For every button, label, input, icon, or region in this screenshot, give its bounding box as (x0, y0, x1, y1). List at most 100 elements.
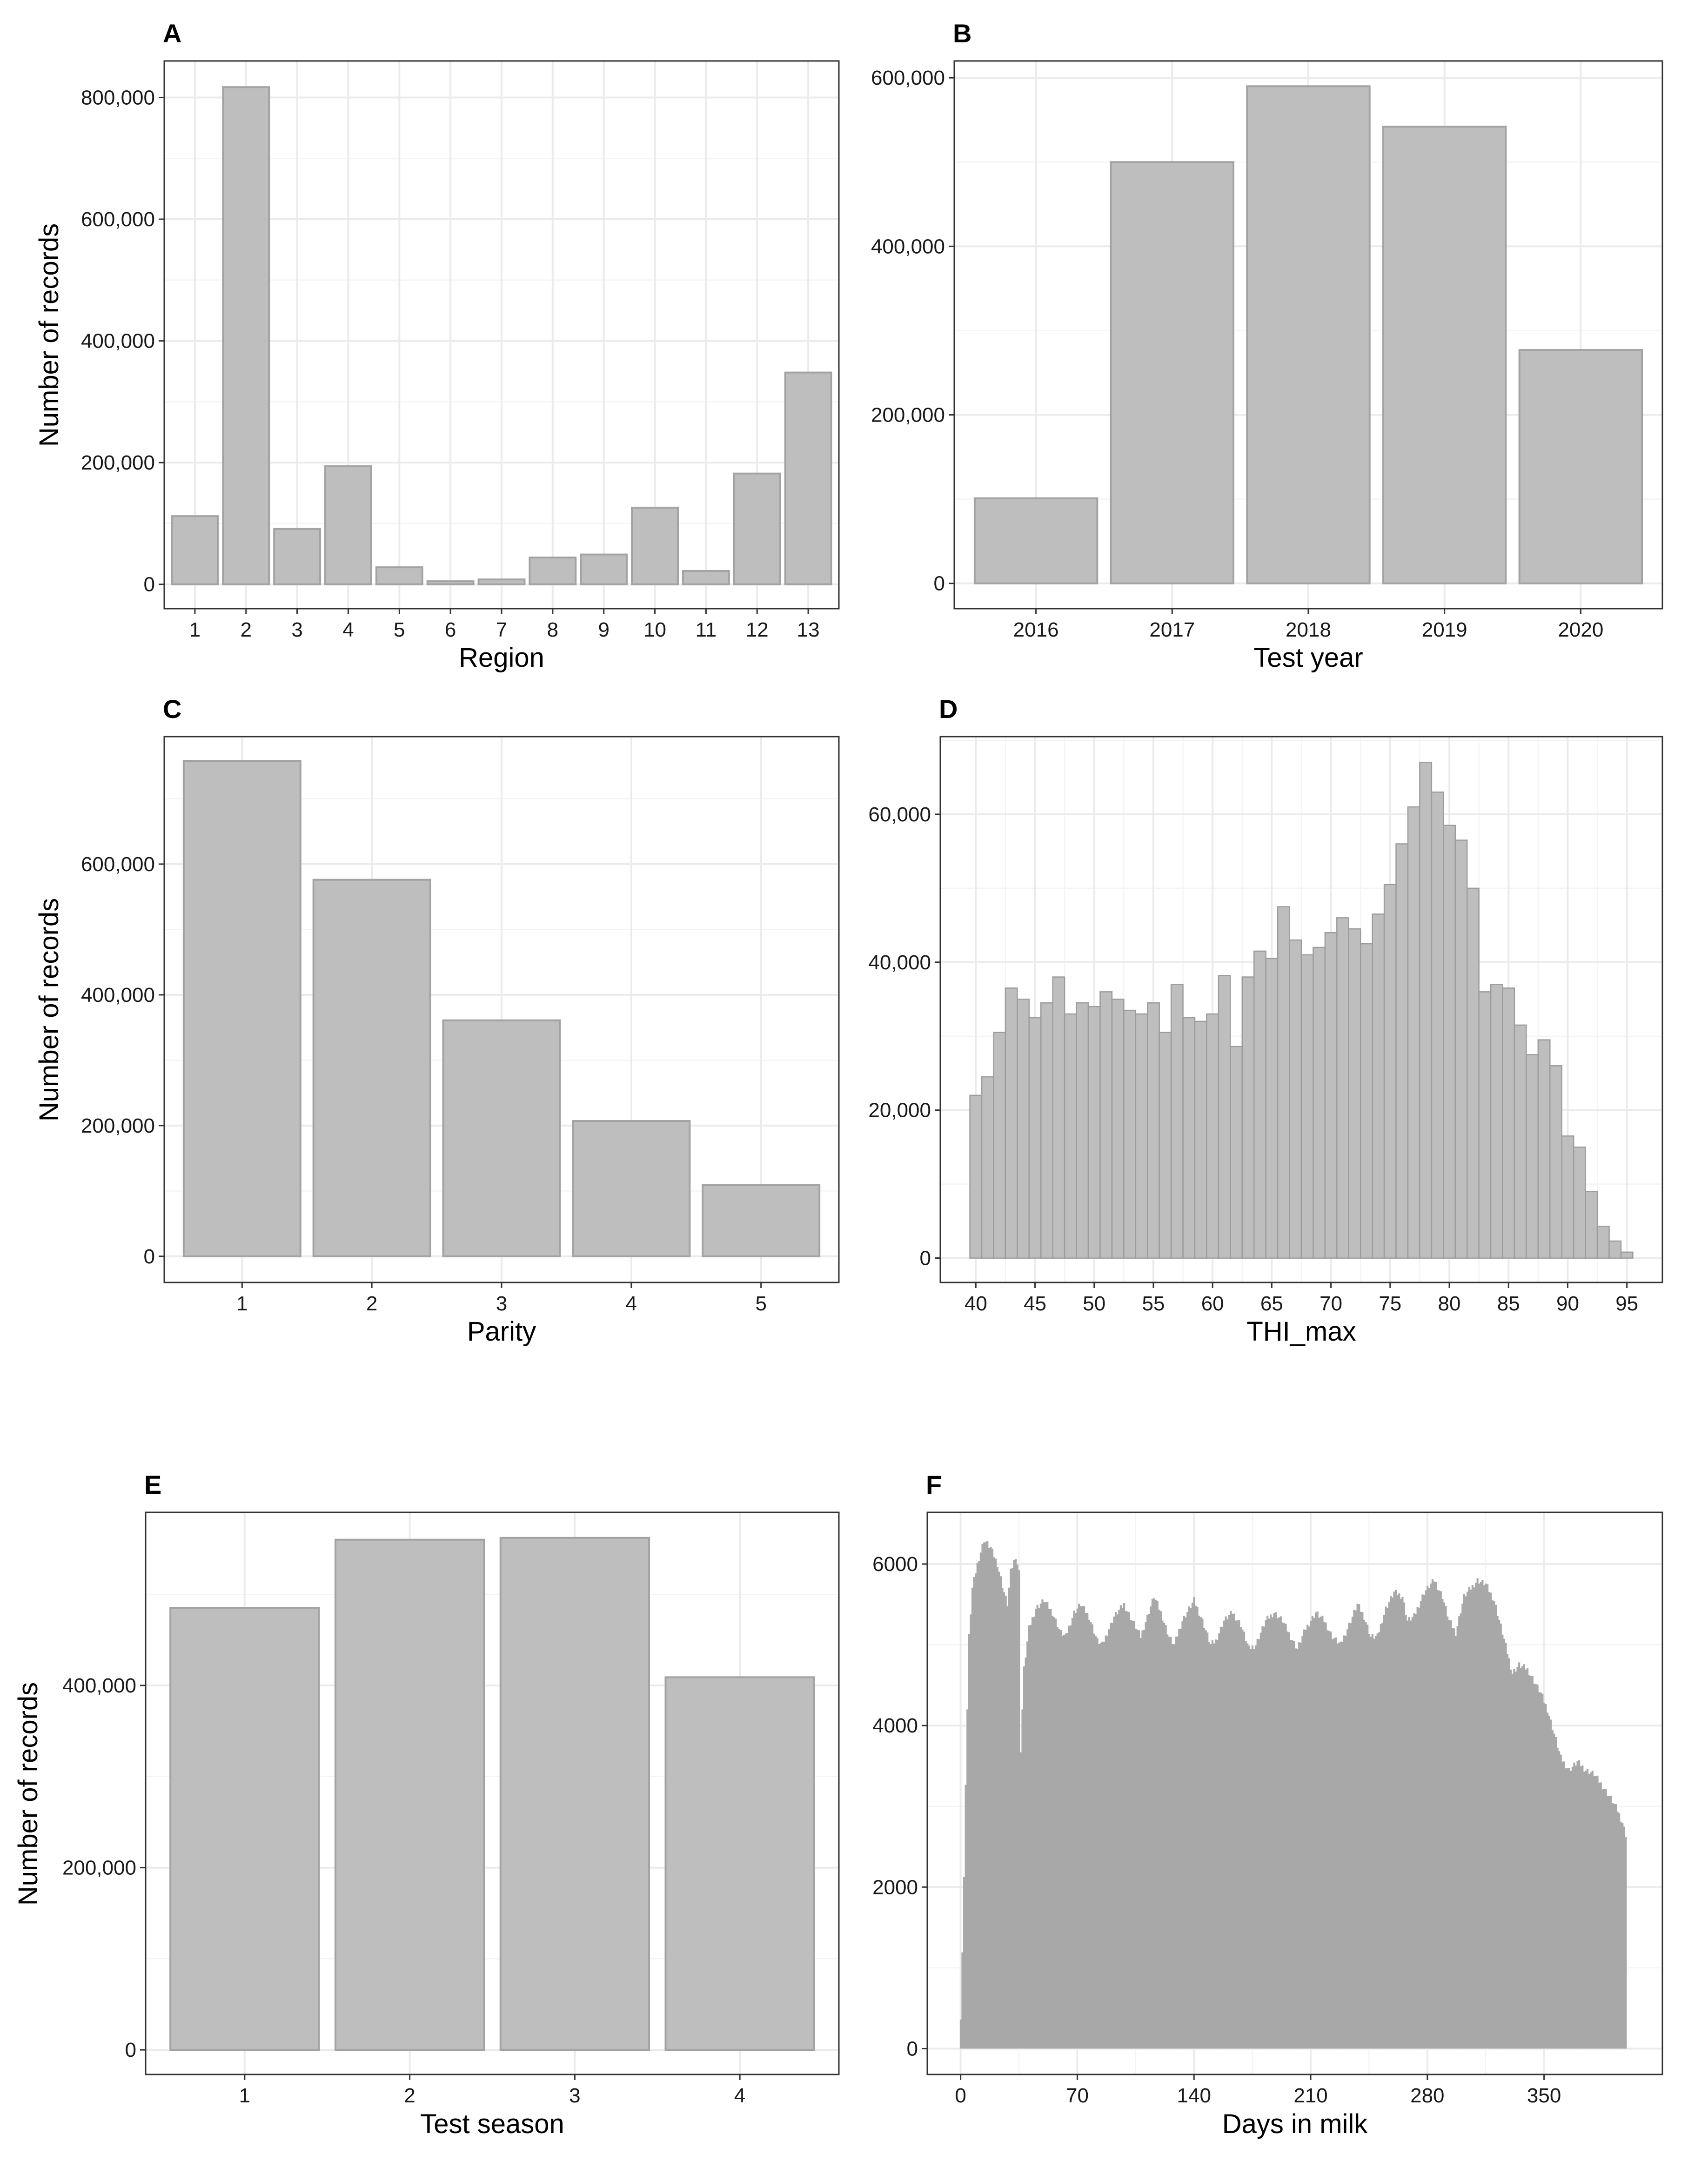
panel-d-hist-bin-64 (1253, 950, 1266, 1259)
panel-f-day-bar-78 (1090, 1622, 1092, 2049)
panel-f-day-bar-290 (1443, 1602, 1446, 2049)
panel-f-day-bar-235 (1351, 1616, 1353, 2049)
panel-f-day-bar-93 (1115, 1612, 1117, 2049)
panel-f-day-bar-104 (1133, 1621, 1135, 2049)
panel-f-day-bar-294 (1450, 1620, 1452, 2049)
panel-f-day-bar-328 (1507, 1654, 1509, 2049)
panel-d-hist-bin-90 (1561, 1135, 1574, 1259)
panel-f-day-bar-96 (1119, 1605, 1122, 2049)
panel-f-day-bar-346 (1536, 1685, 1539, 2049)
panel-f-day-bar-278 (1423, 1595, 1426, 2049)
panel-f-day-bar-343 (1531, 1676, 1534, 2049)
panel-f-day-bar-326 (1503, 1638, 1506, 2049)
panel-f-day-bar-191 (1278, 1617, 1280, 2049)
panel-f-day-bar-19 (991, 1549, 994, 2049)
panel-f-day-bar-274 (1416, 1607, 1419, 2049)
panel-f-day-bar-227 (1338, 1642, 1340, 2049)
panel-d-x-tick-label: 45 (1024, 1292, 1046, 1315)
panel-d-y-tick-label: 20,000 (868, 1099, 931, 1122)
panel-f-day-bar-356 (1553, 1733, 1555, 2049)
panel-f-day-bar-379 (1591, 1771, 1594, 2049)
panel-f-day-bar-373 (1581, 1765, 1584, 2049)
panel-a-y-tick-label: 0 (144, 573, 155, 596)
panel-f-day-bar-172 (1246, 1643, 1249, 2049)
panel-f-day-bar-1 (961, 1952, 964, 2049)
panel-f-day-bar-21 (995, 1558, 997, 2049)
panel-f-day-bar-103 (1131, 1620, 1134, 2049)
panel-b-bar-2020 (1518, 349, 1643, 584)
panel-f-day-bar-54 (1050, 1609, 1052, 2049)
panel-f-day-bar-280 (1427, 1585, 1429, 2049)
panel-d-hist-bin-58 (1182, 1017, 1196, 1259)
panel-f-day-bar-167 (1238, 1620, 1240, 2049)
panel-f-day-bar-359 (1558, 1751, 1561, 2049)
panel-f-day-bar-168 (1239, 1627, 1242, 2049)
panel-f-day-bar-119 (1158, 1610, 1160, 2049)
panel-d-hist-bin-88 (1537, 1039, 1551, 1259)
panel-f-day-bar-394 (1616, 1812, 1619, 2049)
panel-f-day-bar-392 (1613, 1804, 1615, 2049)
panel-d-hist-bin-94 (1608, 1240, 1622, 1259)
panel-a-x-tick-label: 9 (598, 618, 609, 641)
panel-f-day-bar-342 (1530, 1676, 1532, 2049)
panel-d-hist-bin-66 (1277, 906, 1290, 1259)
panel-f-day-bar-152 (1213, 1643, 1215, 2049)
panel-f-day-bar-147 (1205, 1630, 1207, 2049)
panel-f-day-bar-18 (990, 1547, 992, 2049)
panel-f-day-bar-306 (1470, 1589, 1472, 2049)
panel-f-day-bar-279 (1425, 1590, 1427, 2049)
panel-f-day-bar-271 (1411, 1617, 1413, 2049)
panel-d-x-tick-label: 70 (1320, 1292, 1342, 1315)
panel-f-day-bar-299 (1458, 1616, 1460, 2049)
panel-f-day-bar-312 (1480, 1582, 1482, 2049)
panel-d-x-tick-label: 90 (1556, 1292, 1579, 1315)
panel-f-day-bar-150 (1210, 1644, 1212, 2049)
panel-f-day-bar-108 (1139, 1638, 1142, 2049)
panel-f-day-bar-178 (1256, 1638, 1259, 2049)
panel-f-day-bar-9 (975, 1573, 977, 2049)
panel-f-ticks: 0 2000 4000 6000 0 70 140 210 280 350 (872, 1553, 1561, 2107)
panel-d-hist-bin-53 (1123, 1009, 1137, 1259)
panel-f-day-bar-284 (1433, 1581, 1435, 2049)
panel-f-day-bar-398 (1623, 1826, 1625, 2049)
panel-c-ticks: 0 200,000 400,000 600,000 1 2 3 4 5 (81, 853, 767, 1315)
panel-e-bars (169, 1537, 815, 2051)
panel-f-day-bar-139 (1191, 1602, 1194, 2049)
panel-f-day-bar-267 (1405, 1615, 1407, 2049)
panel-b-bar-2018 (1246, 85, 1371, 584)
panel-f-day-bar-382 (1596, 1775, 1599, 2049)
panel-d-plot-frame (939, 736, 1663, 1283)
panel-f-day-bar-315 (1485, 1584, 1487, 2049)
panel-a-y-tick-label: 800,000 (81, 86, 155, 109)
panel-f-day-bar-151 (1211, 1640, 1214, 2049)
panel-f-day-bar-106 (1136, 1630, 1139, 2049)
panel-a-x-tick-label: 7 (496, 618, 507, 641)
panel-f-day-bar-275 (1418, 1607, 1420, 2049)
panel-f-x-tick-label: 350 (1527, 2084, 1561, 2107)
panel-a-gridlines (164, 61, 839, 609)
panel-f-day-bar-35 (1018, 1570, 1020, 2049)
panel-f-day-bar-4 (966, 1709, 969, 2049)
panel-f-day-bar-209 (1308, 1626, 1310, 2049)
panel-f-day-bar-41 (1028, 1625, 1030, 2049)
panel-c-bar-4 (572, 1120, 691, 1257)
panel-a-x-tick-label: 1 (189, 618, 201, 641)
panel-f-x-tick-label: 70 (1066, 2084, 1089, 2107)
panel-f-day-bar-36 (1019, 1752, 1022, 2049)
panel-d-hist-bin-41 (981, 1076, 994, 1259)
panel-f-day-bar-185 (1268, 1618, 1270, 2049)
panel-f-day-bar-55 (1051, 1616, 1054, 2049)
panel-f-day-bar-349 (1541, 1694, 1544, 2049)
panel-d-hist-bin-45 (1028, 1017, 1042, 1259)
panel-f-day-bar-241 (1361, 1612, 1364, 2049)
panel-c-x-tick-label: 4 (626, 1292, 637, 1315)
panel-f-day-bar-393 (1614, 1804, 1617, 2049)
panel-d-hist-bin-81 (1454, 839, 1468, 1259)
panel-f-day-bar-125 (1168, 1637, 1170, 2049)
panel-f-day-bar-367 (1571, 1766, 1574, 2049)
panel-f-day-bar-33 (1015, 1559, 1017, 2049)
panel-f-day-bar-130 (1176, 1636, 1179, 2049)
panel-f-day-bar-8 (973, 1577, 975, 2049)
panel-f-day-bar-269 (1408, 1617, 1410, 2049)
